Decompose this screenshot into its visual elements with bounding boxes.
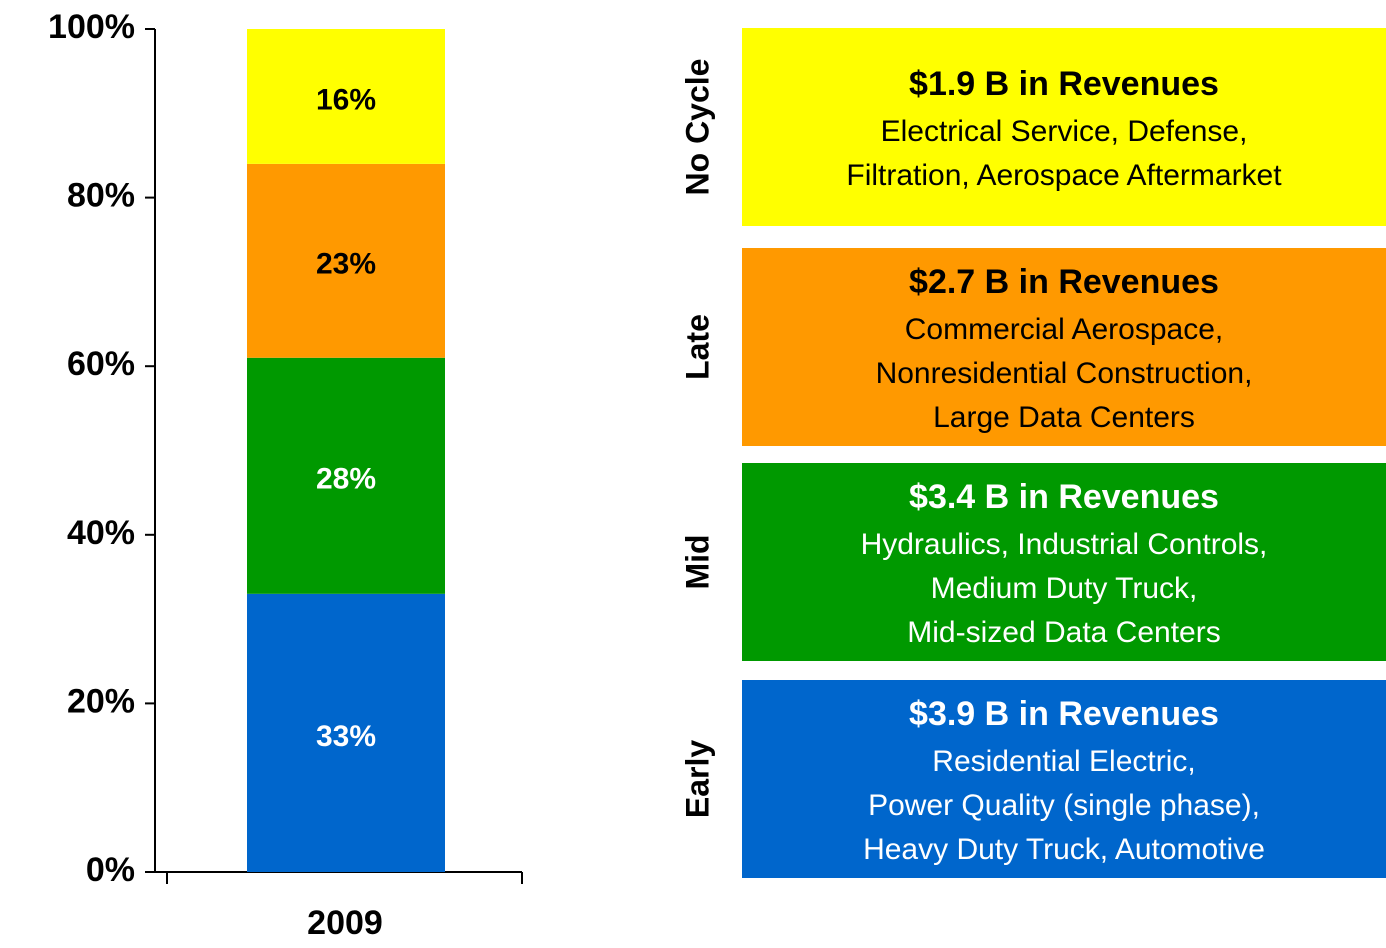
box-line: Mid-sized Data Centers [907, 616, 1220, 649]
box-line: Nonresidential Construction, [876, 357, 1253, 390]
value-label: 33% [316, 720, 376, 753]
y-tick-label: 20% [67, 682, 135, 720]
box-line: Residential Electric, [932, 745, 1195, 778]
y-tick-label: 80% [67, 177, 135, 215]
segment-box [742, 248, 1386, 446]
y-tick-label: 40% [67, 514, 135, 552]
box-line: Commercial Aerospace, [905, 313, 1223, 346]
box-line: Electrical Service, Defense, [881, 115, 1248, 148]
bar-segment [247, 29, 445, 164]
box-line: Medium Duty Truck, [931, 572, 1198, 605]
segment-name: No Cycle [679, 59, 715, 196]
box-heading: $1.9 B in Revenues [909, 65, 1219, 103]
x-tick-label: 2009 [307, 904, 383, 942]
value-label: 23% [316, 248, 376, 281]
box-line: Power Quality (single phase), [868, 789, 1260, 822]
bar-segment [247, 593, 445, 872]
y-tick-label: 100% [48, 8, 135, 46]
segment-box [742, 28, 1386, 226]
value-label: 16% [316, 83, 376, 116]
box-line: Filtration, Aerospace Aftermarket [846, 159, 1282, 192]
segment-name: Early [679, 740, 715, 818]
y-tick-label: 0% [86, 851, 135, 889]
value-label: 28% [316, 463, 376, 496]
segment-box [742, 463, 1386, 661]
box-line: Hydraulics, Industrial Controls, [861, 528, 1268, 561]
bar-segment [247, 163, 445, 358]
bar-segment [247, 357, 445, 594]
y-tick-label: 60% [67, 345, 135, 383]
box-heading: $3.4 B in Revenues [909, 478, 1219, 516]
box-line: Heavy Duty Truck, Automotive [863, 833, 1265, 866]
segment-name: Late [679, 314, 715, 380]
segment-name: Mid [679, 534, 715, 589]
segment-box [742, 680, 1386, 878]
box-heading: $2.7 B in Revenues [909, 263, 1219, 301]
box-heading: $3.9 B in Revenues [909, 695, 1219, 733]
box-line: Large Data Centers [933, 401, 1195, 434]
